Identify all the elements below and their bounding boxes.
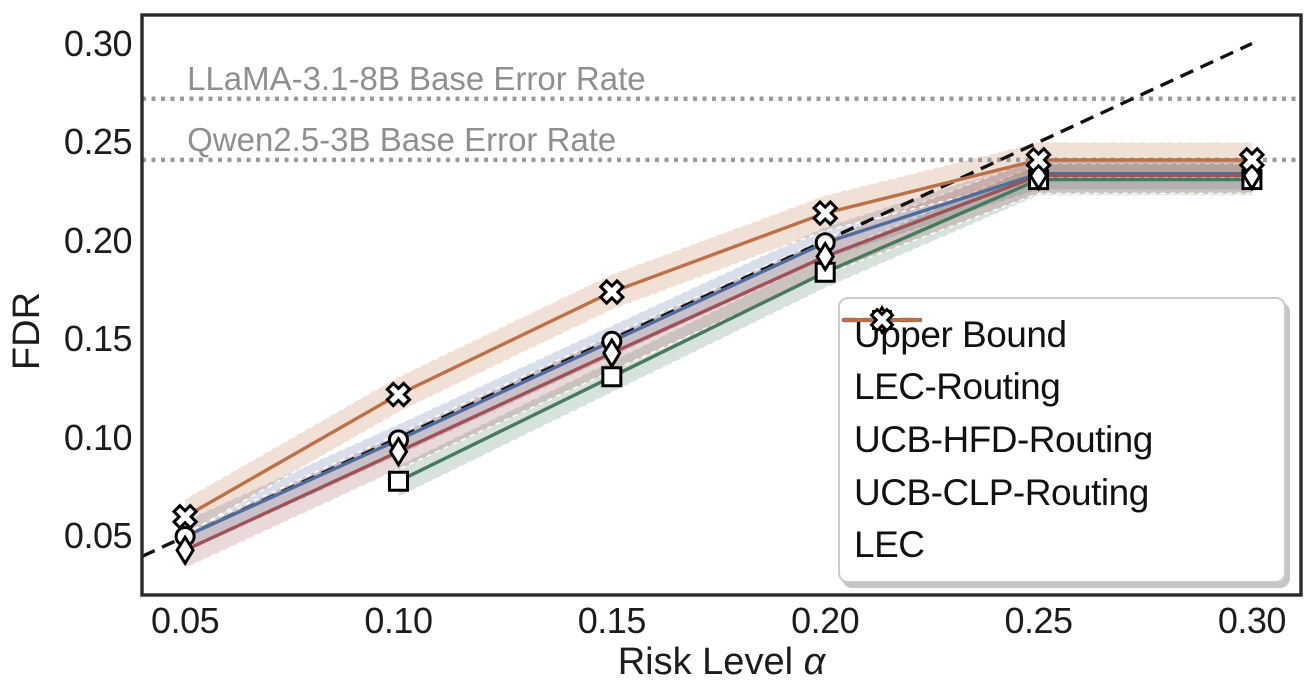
legend: Upper Bound LEC-Routing UCB-HFD-Routing UCB… bbox=[838, 297, 1286, 583]
legend-item-ucb-clp-routing: UCB-CLP-Routing bbox=[842, 304, 1280, 514]
diamond-marker-icon bbox=[815, 240, 835, 273]
lec-line bbox=[184, 158, 1252, 519]
x-axis-label: Risk Level α bbox=[142, 642, 1301, 682]
llama-base-error-rate-label: LLaMA-3.1-8B Base Error Rate bbox=[187, 59, 646, 97]
diamond-marker-icon bbox=[175, 534, 195, 567]
y-tick-label: 0.10 bbox=[63, 416, 133, 458]
y-tick-label: 0.15 bbox=[63, 318, 133, 360]
x-marker-icon bbox=[811, 199, 839, 227]
legend-label: UCB-HFD-Routing bbox=[854, 418, 1153, 460]
legend-sample-x-line bbox=[842, 307, 922, 333]
y-tick-label: 0.20 bbox=[63, 219, 133, 261]
alpha-symbol: α bbox=[803, 641, 826, 683]
x-tick-label: 0.05 bbox=[151, 600, 220, 641]
diamond-marker-icon bbox=[388, 435, 409, 468]
plot-border bbox=[140, 13, 1303, 597]
x-tick-label: 0.20 bbox=[791, 600, 860, 641]
x-axis-label-text: Risk Level bbox=[617, 641, 794, 683]
legend-item-lec: LEC bbox=[842, 307, 1280, 566]
legend-label: LEC-Routing bbox=[854, 366, 1061, 408]
y-tick-label: 0.30 bbox=[63, 22, 133, 64]
lec-routing-line bbox=[184, 171, 1252, 538]
x-tick-label: 0.15 bbox=[577, 600, 647, 641]
x-tick-label: 0.30 bbox=[1217, 600, 1287, 641]
legend-item-lec-routing: LEC-Routing bbox=[842, 310, 1280, 408]
legend-label: LEC bbox=[854, 524, 925, 566]
x-marker-icon bbox=[1238, 146, 1266, 174]
legend-label: UCB-CLP-Routing bbox=[854, 471, 1149, 513]
x-tick-label: 0.25 bbox=[1004, 600, 1074, 641]
x-marker-icon bbox=[385, 381, 412, 408]
y-tick-label: 0.25 bbox=[63, 121, 133, 163]
x-marker-icon bbox=[598, 278, 626, 306]
diamond-marker-icon bbox=[602, 337, 622, 369]
y-tick-label: 0.05 bbox=[63, 515, 133, 557]
square-marker-icon bbox=[387, 470, 409, 492]
lec-routing-band-edge bbox=[184, 188, 1252, 553]
legend-item-ucb-hfd-routing: UCB-HFD-Routing bbox=[842, 310, 1280, 461]
ucb-hfd-routing-band-edge bbox=[398, 194, 1252, 498]
x-tick-label: 0.10 bbox=[364, 600, 433, 641]
x-marker-icon bbox=[171, 503, 199, 530]
x-marker-icon bbox=[1025, 146, 1052, 174]
square-marker-icon bbox=[601, 366, 623, 388]
qwen-base-error-rate-label: Qwen2.5-3B Base Error Rate bbox=[187, 120, 617, 158]
ucb-clp-routing-line bbox=[184, 173, 1252, 552]
x-marker-icon bbox=[869, 307, 895, 333]
